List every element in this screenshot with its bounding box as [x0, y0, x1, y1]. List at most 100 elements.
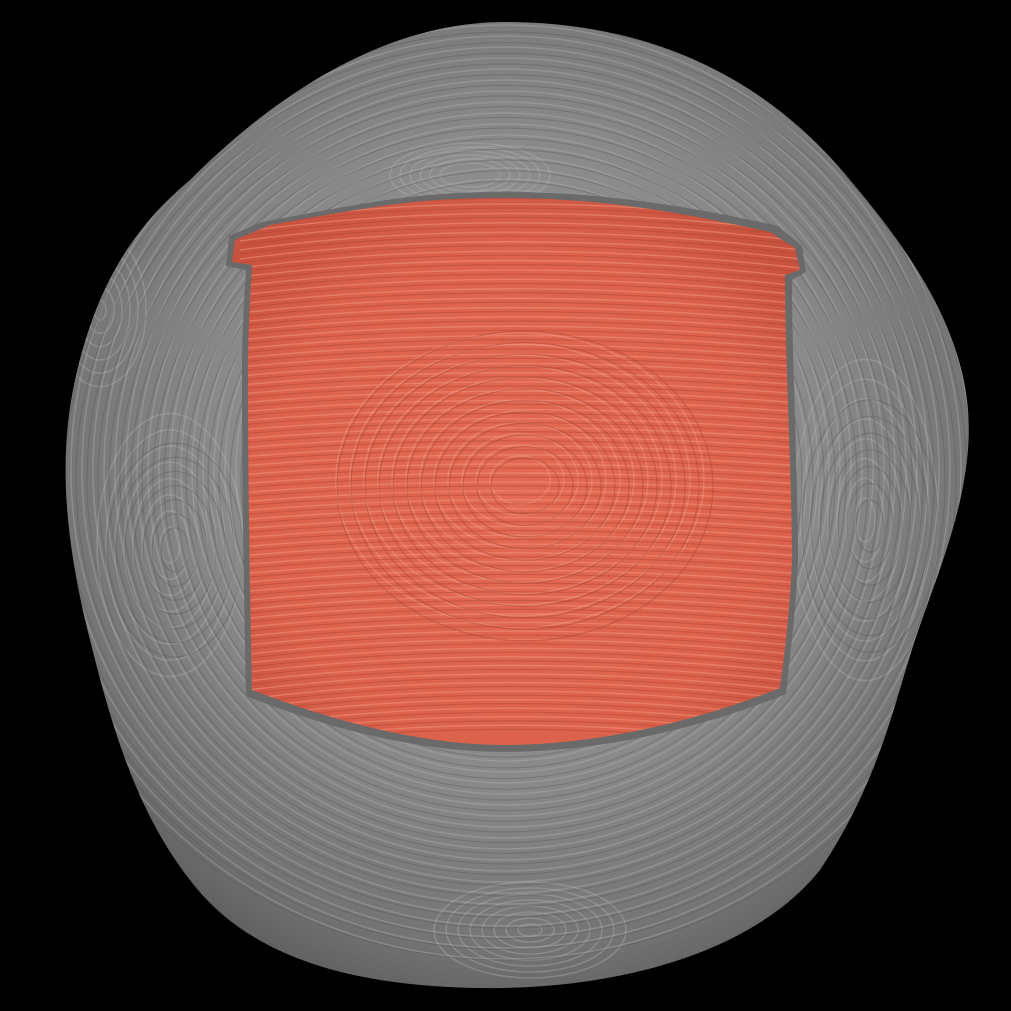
region-contour — [349, 343, 691, 617]
region-contour — [391, 376, 649, 584]
surface-contour — [65, 22, 962, 927]
region-contour-shadow — [239, 608, 800, 624]
region-contour-shadow — [239, 512, 800, 525]
surface-contour — [125, 90, 885, 850]
surface-contour — [132, 477, 208, 613]
region-contour-shadow — [239, 538, 800, 552]
region-contour — [239, 417, 800, 431]
region-contour-shadow — [239, 320, 800, 336]
region-contour — [239, 630, 800, 647]
region-contour — [239, 490, 800, 503]
surface-contour — [70, 35, 940, 905]
region-contour-shadow — [239, 643, 800, 660]
region-contour — [239, 344, 800, 359]
surface-contour-shadow — [819, 432, 921, 620]
region-contour-shadow — [239, 431, 800, 444]
region-contour-shadow — [462, 434, 588, 538]
region-contour — [239, 454, 800, 467]
region-contour-shadow — [350, 342, 700, 630]
region-contour-shadow — [239, 599, 800, 615]
region-contour-shadow — [239, 565, 800, 579]
region-contour-shadow — [239, 467, 800, 480]
surface-contour — [103, 68, 907, 872]
region-contour-shadow — [239, 521, 800, 534]
region-contour — [239, 638, 800, 656]
region-contour — [239, 516, 800, 530]
surface-contour-shadow — [846, 482, 894, 570]
region-contour-shadow — [239, 591, 800, 606]
region-contour — [239, 472, 800, 485]
region-contour — [239, 381, 800, 395]
surface-contour — [517, 923, 543, 937]
surface-contour — [457, 893, 603, 967]
region-contour-shadow — [239, 422, 800, 435]
region-contour-shadow — [239, 668, 800, 687]
region-contour-shadow — [239, 677, 800, 696]
surface-contour-shadow — [130, 116, 880, 844]
region-contour — [239, 560, 800, 575]
region-contour — [447, 421, 593, 539]
surface-contour-shadow — [86, 74, 924, 886]
region-contour-shadow — [239, 440, 800, 453]
region-contour-shadow — [239, 385, 800, 399]
region-contour — [239, 297, 800, 314]
region-contour — [239, 534, 800, 548]
region-contour-shadow — [239, 660, 800, 678]
region-contour — [475, 444, 565, 516]
region-contour-shadow — [239, 282, 800, 300]
region-contour-shadow — [406, 388, 644, 584]
surface-contour — [150, 509, 190, 580]
region-contour — [239, 372, 800, 386]
surface-contour — [809, 398, 921, 642]
surface-contour-shadow — [106, 442, 244, 658]
surface-contour-shadow — [837, 465, 903, 587]
surface-contour-shadow — [65, 22, 969, 940]
region-contour — [433, 410, 607, 550]
surface-contour — [433, 881, 627, 979]
region-contour-shadow — [239, 547, 800, 561]
surface-contour — [836, 457, 894, 583]
surface-contour-shadow — [160, 527, 190, 573]
region-contour — [239, 647, 800, 665]
region-contour — [239, 690, 800, 710]
region-contour — [239, 481, 800, 494]
region-contour-shadow — [476, 445, 574, 527]
surface-contour-shadow — [196, 180, 814, 780]
region-contour-shadow — [239, 216, 800, 237]
region-contour — [239, 681, 800, 701]
region-contour-shadow — [364, 353, 686, 619]
surface-contour — [65, 22, 969, 960]
region-contour — [239, 613, 800, 629]
surface-contour — [105, 428, 235, 661]
region-contour — [239, 231, 800, 251]
surface-contour — [800, 378, 930, 662]
surface-contour — [505, 917, 555, 943]
region-contour-shadow — [239, 556, 800, 570]
region-contour — [419, 399, 621, 561]
surface-contour-shadow — [133, 484, 217, 616]
region-contour — [239, 543, 800, 557]
region-contour — [239, 269, 800, 287]
region-contour — [239, 673, 800, 692]
region-contour — [363, 354, 677, 606]
surface-contour — [158, 123, 852, 817]
surface-contour-shadow — [801, 399, 939, 653]
region-contour-shadow — [239, 357, 800, 372]
region-contour-shadow — [239, 651, 800, 669]
region-contour-shadow — [378, 365, 672, 607]
surface-contour-shadow — [151, 513, 199, 587]
region-contour-shadow — [239, 235, 800, 255]
surface-contour — [191, 156, 819, 784]
surface-contour-shadow — [119, 106, 891, 854]
region-contour-shadow — [239, 412, 800, 426]
surface-contour-shadow — [855, 499, 885, 553]
region-contour-shadow — [448, 422, 602, 550]
region-contour — [239, 408, 800, 422]
region-contour-shadow — [239, 264, 800, 282]
highlighted-region[interactable] — [232, 185, 800, 749]
region-contour — [239, 508, 800, 521]
region-contour-shadow — [490, 457, 560, 515]
region-contour — [239, 316, 800, 332]
